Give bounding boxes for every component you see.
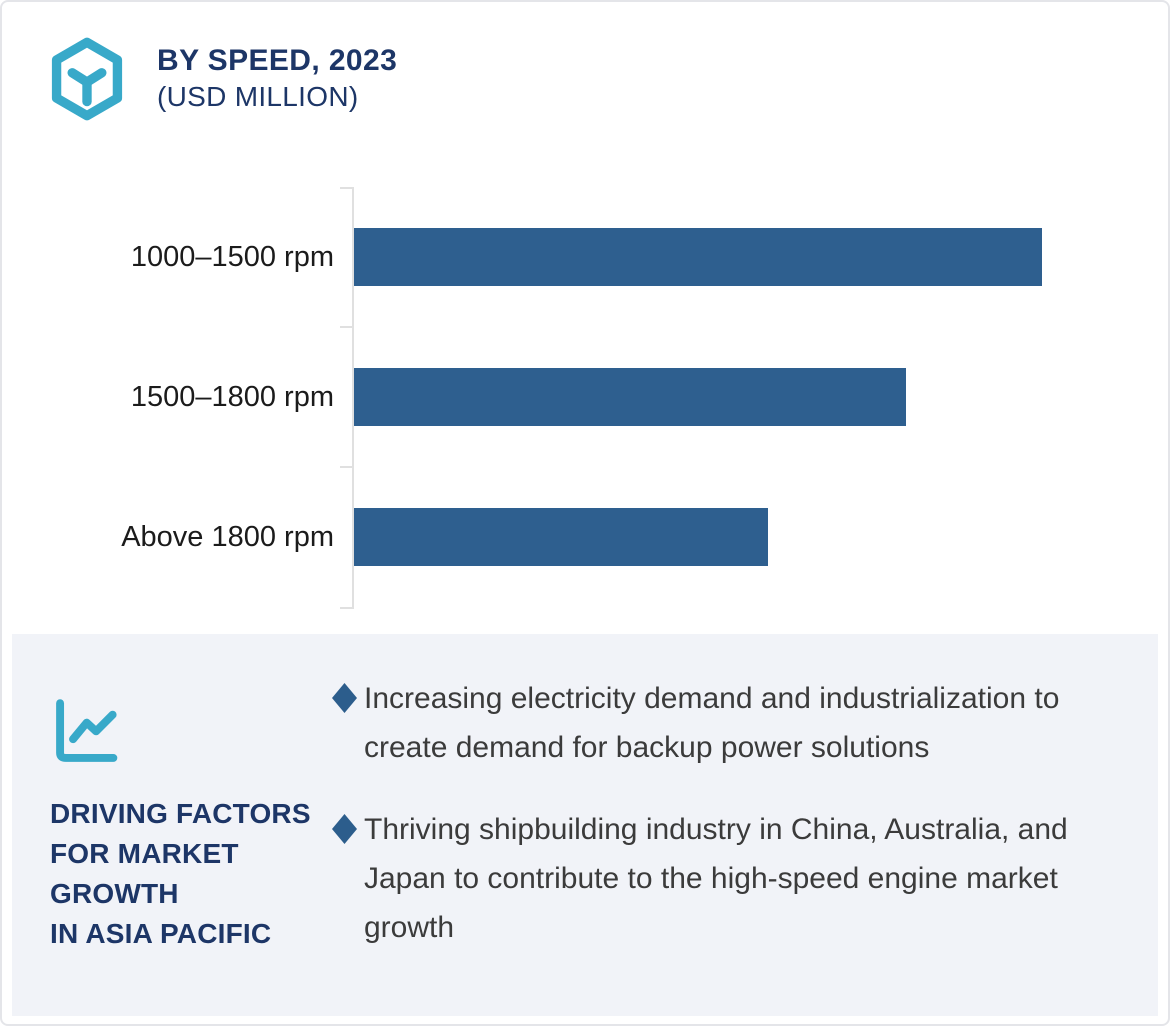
bar-above-1800-rpm [354, 508, 769, 566]
bar-1000-1500-rpm [354, 228, 1042, 286]
chart-header: BY SPEED, 2023 (USD MILLION) [48, 36, 1168, 122]
list-item: Thriving shipbuilding industry in China,… [332, 805, 1122, 952]
diamond-bullet-icon [332, 683, 357, 713]
chart-row: 1500–1800 rpm [2, 327, 1168, 467]
panel-heading-line: DRIVING FACTORS [50, 798, 311, 829]
bar-track [354, 187, 1042, 327]
category-label: Above 1800 rpm [121, 520, 334, 553]
bar-1500-1800-rpm [354, 368, 907, 426]
driving-factors-list: Increasing electricity demand and indust… [332, 634, 1122, 1016]
bar-chart: 1000–1500 rpm 1500–1800 rpm Above 1800 r… [2, 187, 1168, 609]
bullet-text: Increasing electricity demand and indust… [364, 682, 1060, 764]
panel-heading-line: IN ASIA PACIFIC [50, 918, 272, 949]
panel-heading-line: FOR MARKET [50, 838, 239, 869]
chart-title: BY SPEED, 2023 [157, 44, 398, 77]
diamond-bullet-icon [332, 814, 357, 844]
chart-row: 1000–1500 rpm [2, 187, 1168, 327]
axis-tick [340, 187, 353, 189]
driving-factors-panel: DRIVING FACTORS FOR MARKET GROWTH IN ASI… [12, 634, 1158, 1016]
cube-hexagon-icon [51, 37, 123, 121]
bar-track [354, 467, 1042, 607]
chart-title-block: BY SPEED, 2023 (USD MILLION) [157, 36, 397, 114]
axis-tick [340, 607, 353, 609]
axis-tick [340, 326, 353, 328]
bar-track [354, 327, 1042, 467]
y-axis-line [352, 187, 354, 609]
axis-tick [340, 466, 353, 468]
panel-left-column: DRIVING FACTORS FOR MARKET GROWTH IN ASI… [12, 634, 332, 1016]
chart-row: Above 1800 rpm [2, 467, 1168, 607]
panel-heading: DRIVING FACTORS FOR MARKET GROWTH IN ASI… [50, 794, 332, 954]
list-item: Increasing electricity demand and indust… [332, 674, 1122, 772]
line-chart-icon [56, 699, 118, 762]
chart-subtitle: (USD MILLION) [157, 81, 359, 112]
category-label: 1500–1800 rpm [130, 380, 334, 413]
bullet-text: Thriving shipbuilding industry in China,… [364, 813, 1068, 944]
panel-heading-line: GROWTH [50, 878, 179, 909]
category-label: 1000–1500 rpm [130, 240, 334, 273]
